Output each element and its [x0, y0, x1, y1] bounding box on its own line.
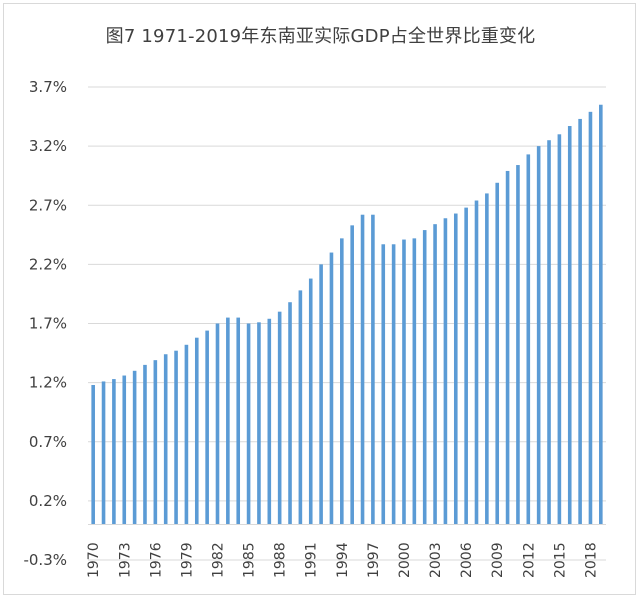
x-tick-label: 1997 [366, 542, 382, 578]
bar [443, 218, 448, 525]
x-tick-label: 2009 [490, 542, 506, 578]
bar [267, 318, 272, 525]
y-tick-label: 1.7% [29, 315, 67, 333]
x-tick-label: 1994 [335, 542, 351, 578]
bar [588, 111, 593, 525]
x-tick-label: 2000 [397, 542, 413, 578]
bar [122, 375, 127, 525]
y-axis-tick-labels: -0.3% 0.2% 0.7% 1.2% 1.7% 2.2% 2.7% 3.2% 3.7% [23, 78, 67, 569]
bar [163, 354, 168, 525]
bar [526, 154, 531, 525]
y-tick-label: 0.7% [29, 433, 67, 451]
bar [495, 182, 500, 525]
x-tick-label: 2018 [583, 542, 599, 578]
bar [298, 290, 303, 525]
bar [433, 224, 437, 525]
bar [557, 134, 562, 525]
x-tick-label: 2006 [459, 542, 475, 578]
bar [516, 165, 520, 525]
bar [464, 207, 468, 525]
y-tick-label: 0.2% [29, 492, 67, 510]
bar [547, 140, 551, 525]
bar [474, 200, 479, 525]
bar [371, 214, 375, 525]
bar [505, 170, 510, 525]
y-tick-label: 1.2% [29, 374, 67, 392]
bar [174, 350, 178, 525]
x-tick-label: 2015 [552, 542, 568, 578]
bar [350, 225, 354, 525]
bar [360, 214, 365, 525]
bar [246, 323, 251, 525]
bar [215, 323, 220, 525]
x-tick-label: 1982 [211, 542, 227, 578]
bar [236, 317, 241, 525]
bar [226, 317, 230, 525]
x-tick-label: 1973 [117, 542, 133, 578]
bar [422, 230, 427, 525]
bar [536, 146, 541, 525]
y-tick-label: 2.7% [29, 196, 67, 214]
x-axis-tick-labels: 1970 1973 1976 1979 1982 1985 1988 1991 1994 1997… [86, 542, 599, 578]
bar [205, 330, 209, 525]
bar [329, 252, 334, 525]
bar [91, 384, 95, 525]
y-tick-label: 3.2% [29, 137, 67, 155]
bar [277, 311, 282, 525]
bar [485, 193, 489, 525]
x-tick-label: 1991 [304, 542, 320, 578]
chart-title: 图7 1971-2019年东南亚实际GDP占全世界比重变化 [105, 26, 536, 47]
y-tick-label: -0.3% [23, 551, 67, 569]
x-tick-label: 1988 [273, 542, 289, 578]
y-tick-label: 2.2% [29, 255, 67, 273]
y-tick-label: 3.7% [29, 78, 67, 96]
x-tick-label: 2012 [521, 542, 537, 578]
x-tick-label: 1985 [242, 542, 258, 578]
bar [381, 244, 386, 525]
bar [402, 239, 406, 525]
bar [412, 238, 417, 525]
bar [143, 364, 147, 525]
bar [453, 213, 458, 525]
bar [319, 264, 323, 525]
bar [132, 370, 137, 525]
bar [153, 360, 158, 525]
bar [112, 379, 116, 525]
bar [288, 302, 292, 525]
x-tick-label: 1976 [148, 542, 164, 578]
bar [308, 278, 313, 525]
bar [184, 344, 189, 525]
bar [599, 104, 603, 525]
x-tick-label: 2003 [428, 542, 444, 578]
bar [567, 126, 572, 525]
x-tick-label: 1979 [179, 542, 195, 578]
bar [257, 322, 261, 525]
bar [578, 118, 582, 525]
bar [101, 381, 106, 525]
x-tick-label: 1970 [86, 542, 102, 578]
bar [391, 244, 396, 525]
bar [340, 238, 344, 525]
bar [194, 337, 199, 525]
bar-series [91, 104, 603, 525]
